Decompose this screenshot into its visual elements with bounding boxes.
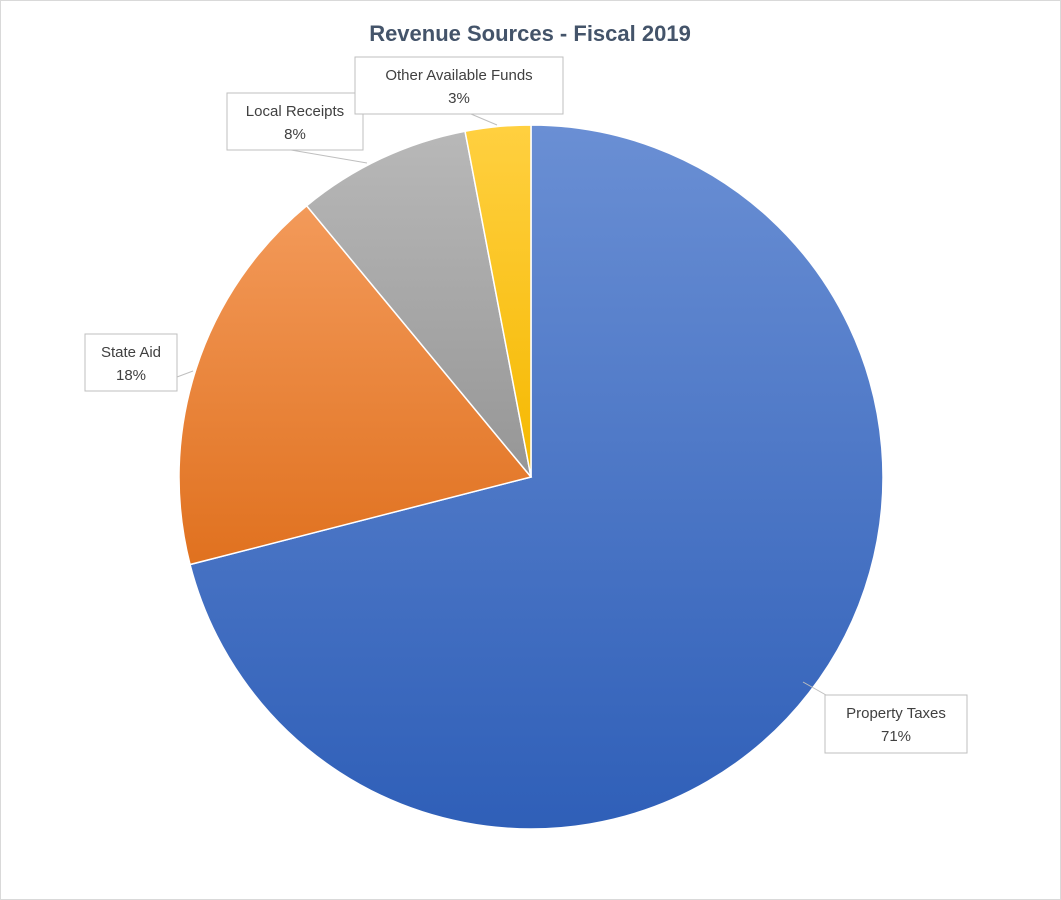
- data-label-percent: 71%: [881, 728, 911, 745]
- slice-callouts: Property Taxes 71% State Aid 18% Local Recei…: [84, 56, 968, 754]
- data-label-percent: 8%: [284, 126, 306, 143]
- callout-leader-line: [176, 370, 194, 378]
- chart-title: Revenue Sources - Fiscal 2019: [369, 21, 691, 46]
- callout-box: [226, 92, 364, 151]
- data-label-category: Local Receipts: [246, 103, 344, 120]
- pie-slice-local-receipts: [305, 130, 532, 478]
- callout-box: [84, 333, 178, 392]
- data-label-category: Property Taxes: [846, 705, 946, 722]
- data-label-percent: 3%: [448, 90, 470, 107]
- pie-slice-state-aid: [178, 204, 533, 566]
- callout-box: [354, 56, 564, 115]
- data-label-category: Other Available Funds: [385, 67, 532, 84]
- callout-leader-line: [290, 149, 368, 164]
- data-label-percent: 18%: [116, 367, 146, 384]
- pie-slice-property-taxes: [189, 124, 884, 830]
- pie-slices: [178, 124, 884, 830]
- callout-box: [824, 694, 968, 754]
- data-label-category: State Aid: [101, 344, 161, 361]
- callout-leader-line: [802, 681, 827, 696]
- callout-leader-line: [470, 113, 498, 126]
- pie-slice-other-available-funds: [464, 124, 532, 478]
